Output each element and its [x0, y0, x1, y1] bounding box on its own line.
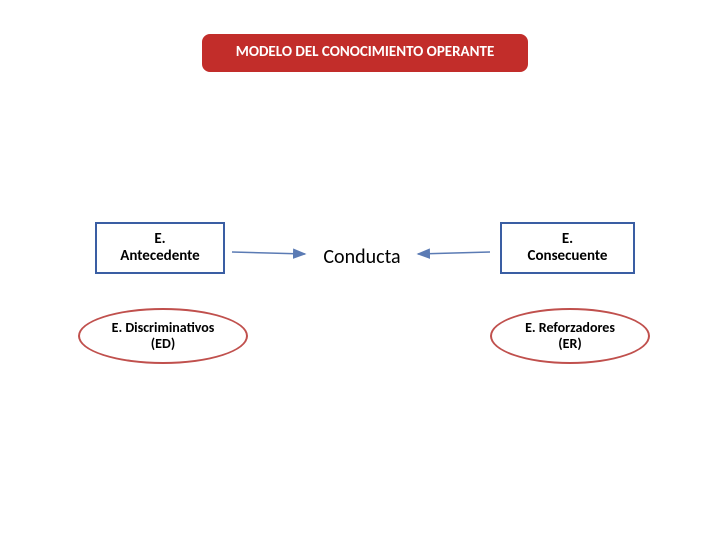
arrow-consecuente-to-conducta — [0, 0, 720, 540]
